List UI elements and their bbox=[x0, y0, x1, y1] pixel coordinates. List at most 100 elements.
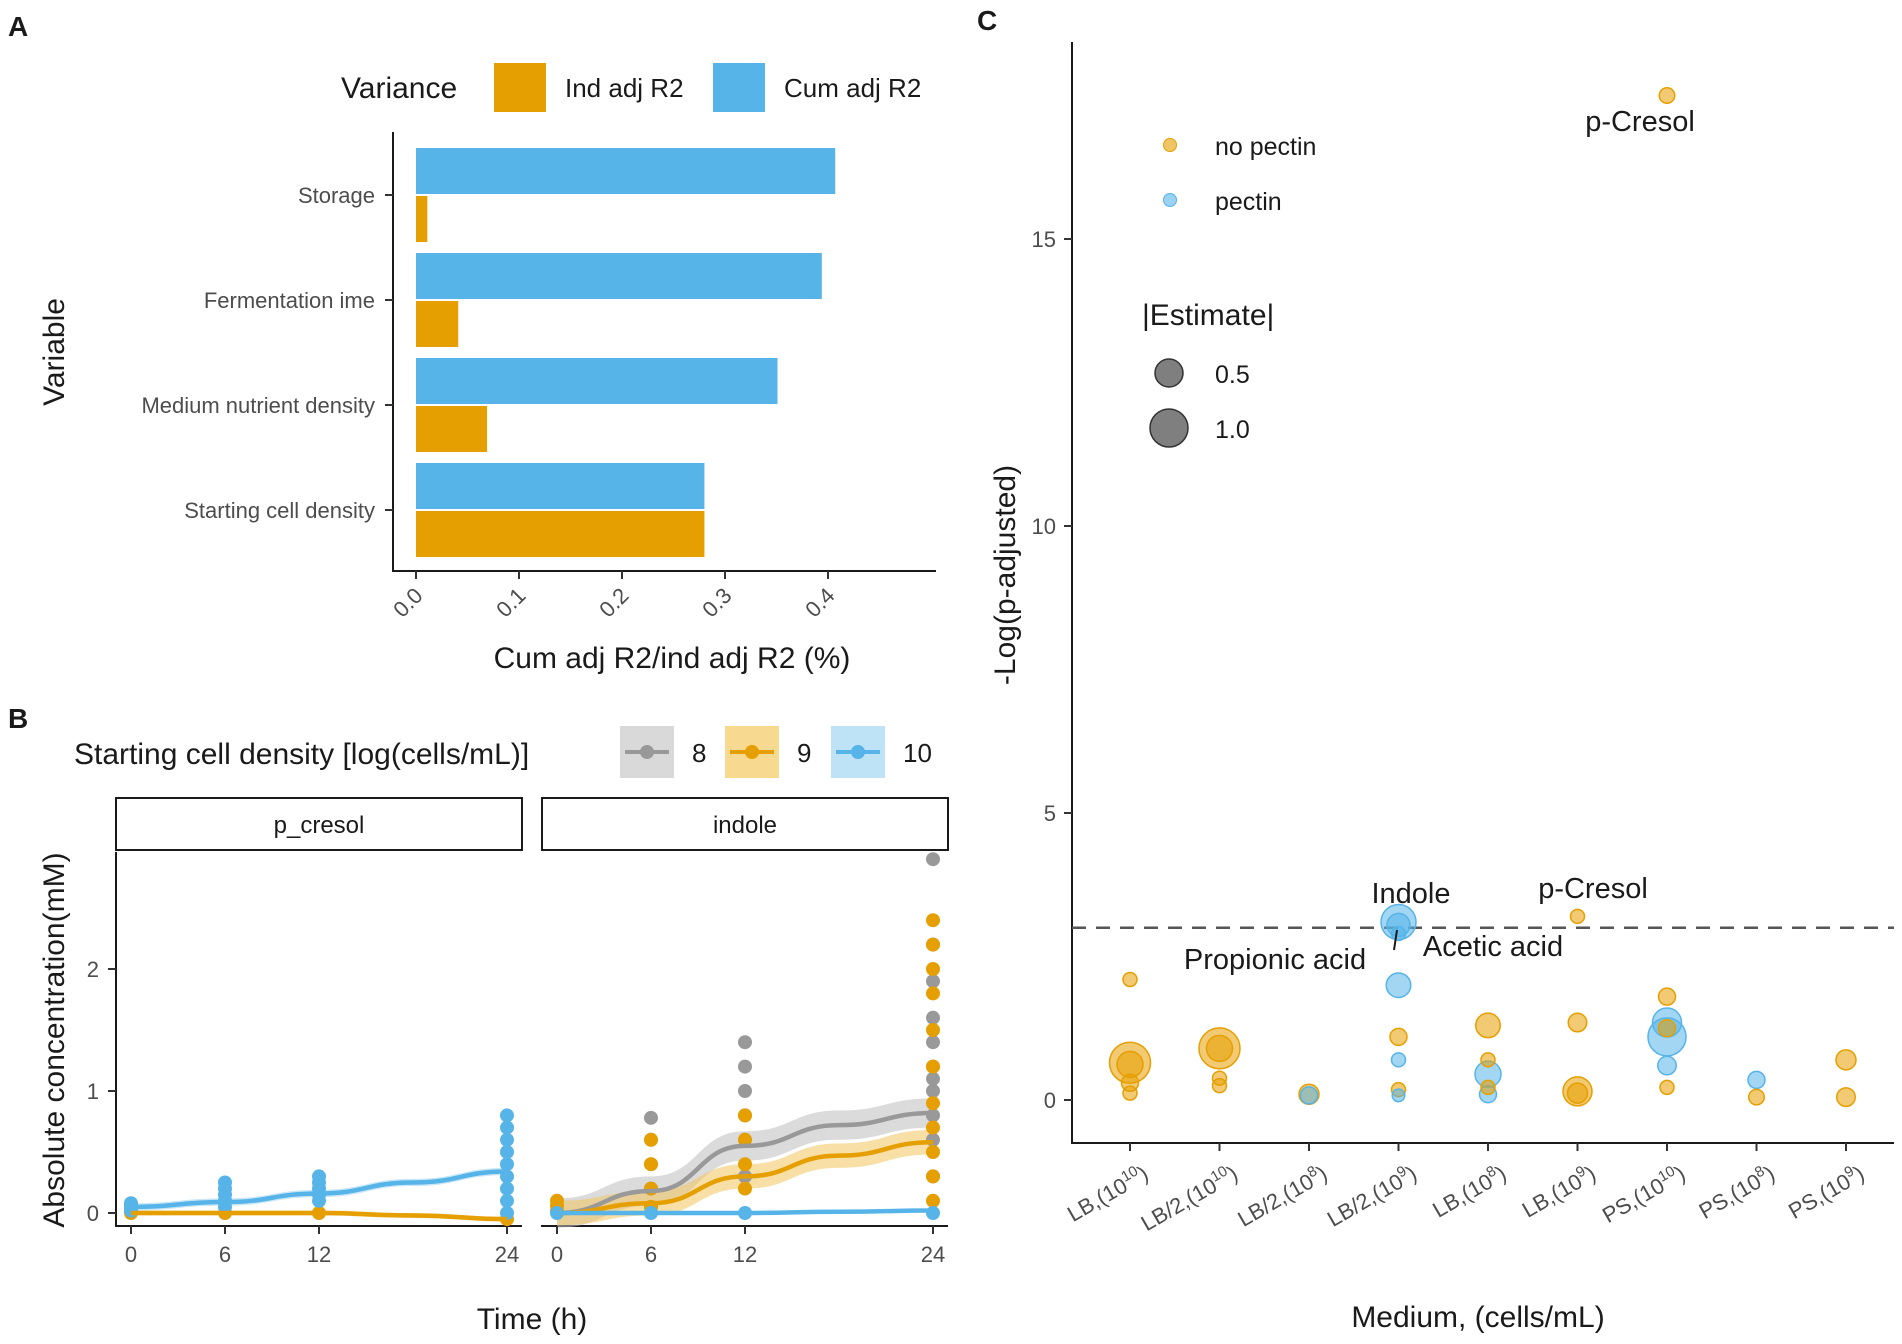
legend-a-title: Variance bbox=[341, 72, 457, 105]
b-xtick-label: 24 bbox=[495, 1242, 519, 1267]
c-ytick-label: 10 bbox=[1032, 514, 1056, 539]
legend-c-label-pectin: pectin bbox=[1215, 188, 1282, 216]
b-point-p_cresol-10 bbox=[500, 1132, 514, 1147]
b-point-indole-9 bbox=[644, 1181, 658, 1196]
b-point-indole-9 bbox=[738, 1157, 752, 1172]
b-ytick-label: 0 bbox=[87, 1201, 99, 1226]
b-point-indole-9 bbox=[926, 962, 940, 976]
b-xtick-label: 12 bbox=[307, 1242, 331, 1267]
b-point-indole-9 bbox=[550, 1193, 564, 1208]
c-point-pectin bbox=[1747, 1070, 1766, 1090]
c-point-no-pectin bbox=[1658, 87, 1676, 104]
c-point-pectin bbox=[1657, 1055, 1677, 1076]
facet-label-indole: indole bbox=[713, 812, 777, 839]
legend-c-size-title: |Estimate| bbox=[1142, 299, 1274, 332]
b-point-indole-9 bbox=[738, 1132, 752, 1147]
b-xtick-label: 6 bbox=[219, 1242, 231, 1267]
b-point-indole-8 bbox=[926, 1132, 940, 1147]
c-point-no-pectin bbox=[1211, 1077, 1228, 1094]
c-point-no-pectin bbox=[1205, 1034, 1234, 1063]
bar-cum-2 bbox=[416, 358, 778, 404]
legend-c-dot-pectin bbox=[1163, 193, 1177, 207]
b-point-indole-9 bbox=[926, 1059, 940, 1074]
c-point-no-pectin bbox=[1569, 908, 1586, 925]
c-point-label: Acetic acid bbox=[1423, 931, 1563, 963]
b-point-indole-9 bbox=[644, 1157, 658, 1172]
b-xtick-label: 12 bbox=[733, 1242, 757, 1267]
b-point-indole-9 bbox=[926, 913, 940, 928]
b-fit-line-indole-10 bbox=[557, 1208, 934, 1216]
c-xtick-label: LB/2,(109) bbox=[1322, 1159, 1421, 1232]
b-point-indole-8 bbox=[738, 1084, 752, 1098]
b-xtick-label: 0 bbox=[125, 1242, 137, 1267]
b-point-p_cresol-10 bbox=[500, 1193, 514, 1208]
b-fit-line-indole-9 bbox=[556, 1139, 934, 1216]
legend-b-label-10: 10 bbox=[903, 738, 932, 768]
b-point-p_cresol-10 bbox=[500, 1206, 514, 1220]
c-point-no-pectin bbox=[1567, 1012, 1588, 1033]
bar-ind-0 bbox=[416, 196, 428, 242]
legend-c-size-0.5 bbox=[1154, 358, 1184, 388]
b-point-indole-9 bbox=[926, 1120, 940, 1135]
b-ytick-label: 2 bbox=[87, 957, 99, 982]
legend-c-size-label-1.0: 1.0 bbox=[1215, 416, 1250, 444]
c-xtick-label: PS,(108) bbox=[1694, 1159, 1779, 1224]
legend-a-swatch-cum bbox=[713, 63, 765, 112]
c-point-no-pectin bbox=[1480, 1079, 1496, 1096]
panel-label-c: C bbox=[977, 5, 997, 36]
c-point-label: p-Cresol bbox=[1585, 106, 1695, 138]
b-xtick-label: 0 bbox=[551, 1242, 563, 1267]
legend-a-label-cum: Cum adj R2 bbox=[784, 73, 921, 103]
bar-ind-2 bbox=[416, 406, 488, 452]
c-xtick-label: LB,(108) bbox=[1427, 1159, 1510, 1223]
c-point-no-pectin bbox=[1566, 1082, 1589, 1104]
legend-a-swatch-ind bbox=[494, 63, 546, 112]
a-category-label: Fermentation ime bbox=[204, 288, 375, 313]
c-xtick-label: LB/2,(108) bbox=[1232, 1159, 1331, 1232]
b-xtick-label: 6 bbox=[645, 1242, 657, 1267]
b-fit-line-p_cresol-9 bbox=[131, 1210, 508, 1222]
c-point-no-pectin bbox=[1116, 1050, 1144, 1079]
a-xtick-label: 0.3 bbox=[697, 583, 736, 622]
b-point-indole-9 bbox=[738, 1108, 752, 1123]
b-point-p_cresol-10 bbox=[312, 1169, 326, 1184]
panel-label-a: A bbox=[8, 11, 28, 42]
c-point-no-pectin bbox=[1475, 1012, 1501, 1039]
bar-ind-3 bbox=[416, 511, 705, 557]
b-point-p_cresol-10 bbox=[500, 1157, 514, 1172]
b-point-p_cresol-10 bbox=[218, 1175, 232, 1190]
c-xtick-label: PS,(1010) bbox=[1597, 1159, 1690, 1228]
axis-c-ylabel: -Log(p-adjusted) bbox=[989, 465, 1022, 685]
c-point-no-pectin bbox=[1836, 1087, 1856, 1108]
b-point-indole-9 bbox=[926, 986, 940, 1001]
c-point-no-pectin bbox=[1122, 1085, 1138, 1101]
a-xtick-label: 0.2 bbox=[594, 583, 633, 622]
b-point-indole-8 bbox=[926, 1108, 940, 1123]
c-point-pectin bbox=[1391, 1088, 1406, 1103]
c-point-label: Propionic acid bbox=[1184, 944, 1366, 976]
legend-b-key-8 bbox=[620, 726, 674, 778]
b-point-p_cresol-10 bbox=[500, 1108, 514, 1123]
c-point-no-pectin bbox=[1122, 971, 1138, 988]
c-point-pectin bbox=[1385, 972, 1412, 999]
legend-c-dot-no-pectin bbox=[1163, 138, 1177, 152]
axis-c-xlabel: Medium, (cells/mL) bbox=[1351, 1301, 1604, 1334]
c-point-no-pectin bbox=[1659, 1079, 1675, 1096]
b-point-indole-8 bbox=[738, 1035, 752, 1050]
c-ytick-label: 0 bbox=[1044, 1088, 1056, 1113]
axis-b-xlabel: Time (h) bbox=[477, 1303, 588, 1336]
c-point-pectin bbox=[1390, 1052, 1407, 1068]
a-category-label: Medium nutrient density bbox=[141, 393, 375, 418]
facet-strip-p-cresol bbox=[115, 797, 523, 851]
b-point-indole-9 bbox=[926, 1169, 940, 1184]
c-point-no-pectin bbox=[1480, 1052, 1496, 1068]
a-xtick-label: 0.0 bbox=[388, 583, 427, 622]
facet-label-p-cresol: p_cresol bbox=[274, 812, 365, 839]
c-xtick-label: LB/2,(1010) bbox=[1136, 1159, 1242, 1236]
c-point-pectin bbox=[1390, 925, 1407, 942]
b-point-indole-9 bbox=[644, 1132, 658, 1147]
b-point-indole-8 bbox=[926, 1010, 940, 1025]
bar-cum-0 bbox=[416, 148, 836, 194]
